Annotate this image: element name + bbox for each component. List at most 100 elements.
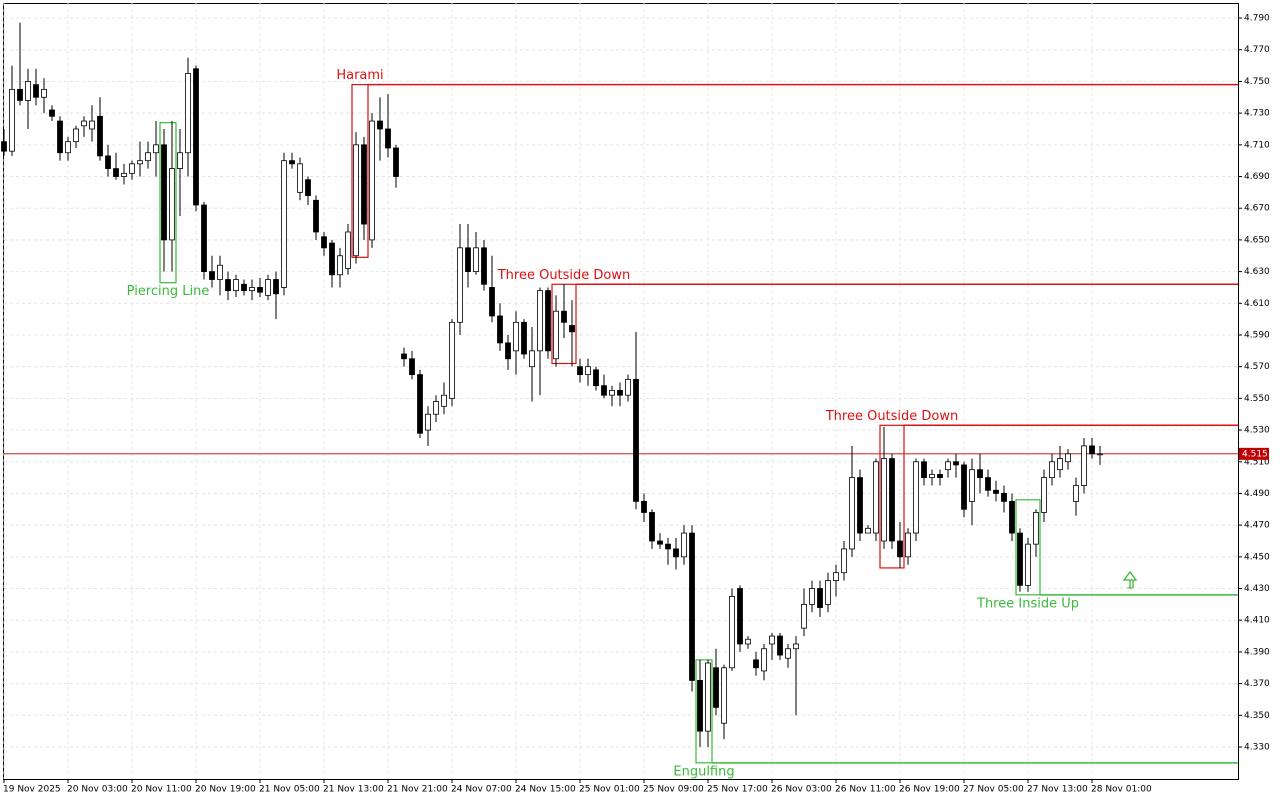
pattern-label: Piercing Line [127, 284, 210, 299]
candle-body [161, 144, 167, 241]
candle-body [793, 643, 799, 650]
candle-body [249, 287, 255, 292]
candle-body [1001, 493, 1007, 502]
candle-body [817, 588, 823, 608]
candle-body [89, 120, 95, 130]
candle-body [1009, 500, 1015, 534]
candle-body [321, 236, 327, 249]
candle-body [305, 179, 311, 196]
candle-body [465, 247, 471, 272]
candle-body [233, 279, 239, 292]
x-tick-label: 27 Nov 05:00 [963, 785, 1024, 795]
candle-body [617, 390, 623, 396]
candle-body [649, 512, 655, 542]
pattern-box [1015, 499, 1041, 596]
candle-body [1081, 445, 1087, 486]
candle-body [241, 283, 247, 292]
candle-body [33, 84, 39, 98]
y-tick-label: 4.630 [1244, 267, 1270, 277]
candle-body [401, 353, 407, 360]
candle-body [609, 390, 615, 396]
candle-body [345, 231, 351, 269]
x-tick-label: 21 Nov 05:00 [259, 785, 320, 795]
candle-body [97, 115, 103, 157]
candle-body [881, 458, 887, 542]
candle-body [769, 635, 775, 645]
candle-body [313, 199, 319, 233]
candle-body [145, 152, 151, 162]
candle-body [49, 109, 55, 117]
current-price-label: 4.515 [1242, 449, 1268, 459]
candle-body [665, 543, 671, 550]
candle-body [289, 160, 295, 165]
candle-body [17, 88, 23, 101]
candle-body [177, 152, 183, 169]
candle-body [873, 461, 879, 534]
candle-body [625, 378, 631, 396]
candle-body [137, 160, 143, 165]
candle-body [281, 160, 287, 288]
candle-body [1033, 512, 1039, 545]
candle-body [337, 255, 343, 276]
candle-body [529, 350, 535, 368]
candle-body [825, 580, 831, 605]
candle-body [905, 532, 911, 558]
candle-body [785, 648, 791, 659]
candle-body [721, 667, 727, 724]
candle-body [273, 279, 279, 295]
candle-body [425, 413, 431, 431]
candle-body [1089, 445, 1095, 455]
candle-body [561, 310, 567, 323]
candle-body [673, 548, 679, 558]
candle-body [849, 477, 855, 550]
candle-body [841, 548, 847, 574]
candle-body [257, 287, 263, 293]
pattern-label: Engulfing [673, 764, 734, 779]
candle-body [729, 596, 735, 669]
y-tick-label: 4.490 [1244, 489, 1270, 499]
current-price-box [1239, 447, 1269, 460]
candle-body [553, 310, 559, 360]
candle-body [489, 287, 495, 317]
y-tick-label: 4.570 [1244, 362, 1270, 372]
x-tick-label: 25 Nov 01:00 [579, 785, 640, 795]
candle-body [761, 648, 767, 672]
candle-body [449, 321, 455, 399]
candle-body [697, 680, 703, 732]
y-tick-label: 4.590 [1244, 330, 1270, 340]
candle-body [897, 540, 903, 558]
candle-body [577, 366, 583, 375]
candle-body [481, 247, 487, 285]
pattern-label: Three Outside Down [825, 409, 959, 424]
candle-body [473, 247, 479, 272]
candle-body [857, 477, 863, 534]
x-tick-label: 26 Nov 19:00 [899, 785, 960, 795]
candle-body [585, 366, 591, 375]
candle-body [777, 635, 783, 656]
candle-body [1057, 458, 1063, 471]
y-tick-label: 4.670 [1244, 204, 1270, 214]
candle-body [937, 474, 943, 479]
candle-body [545, 290, 551, 352]
y-tick-label: 4.730 [1244, 109, 1270, 119]
candle-body [81, 120, 87, 127]
candle-body [441, 394, 447, 407]
candle-body [505, 342, 511, 360]
x-tick-label: 21 Nov 21:00 [387, 785, 448, 795]
x-tick-label: 20 Nov 11:00 [131, 785, 192, 795]
x-tick-label: 19 Nov 2025 [3, 785, 61, 795]
candle-body [209, 271, 215, 280]
y-tick-label: 4.530 [1244, 426, 1270, 436]
y-tick-label: 4.690 [1244, 172, 1270, 182]
candle-body [169, 168, 175, 241]
candle-body [25, 81, 31, 101]
candle-body [569, 325, 575, 333]
candle-body [833, 572, 839, 582]
candle-body [153, 144, 159, 154]
candle-body [121, 172, 127, 177]
candle-body [105, 155, 111, 169]
candle-body [361, 144, 367, 225]
y-tick-label: 4.750 [1244, 77, 1270, 87]
candle-body [433, 401, 439, 415]
